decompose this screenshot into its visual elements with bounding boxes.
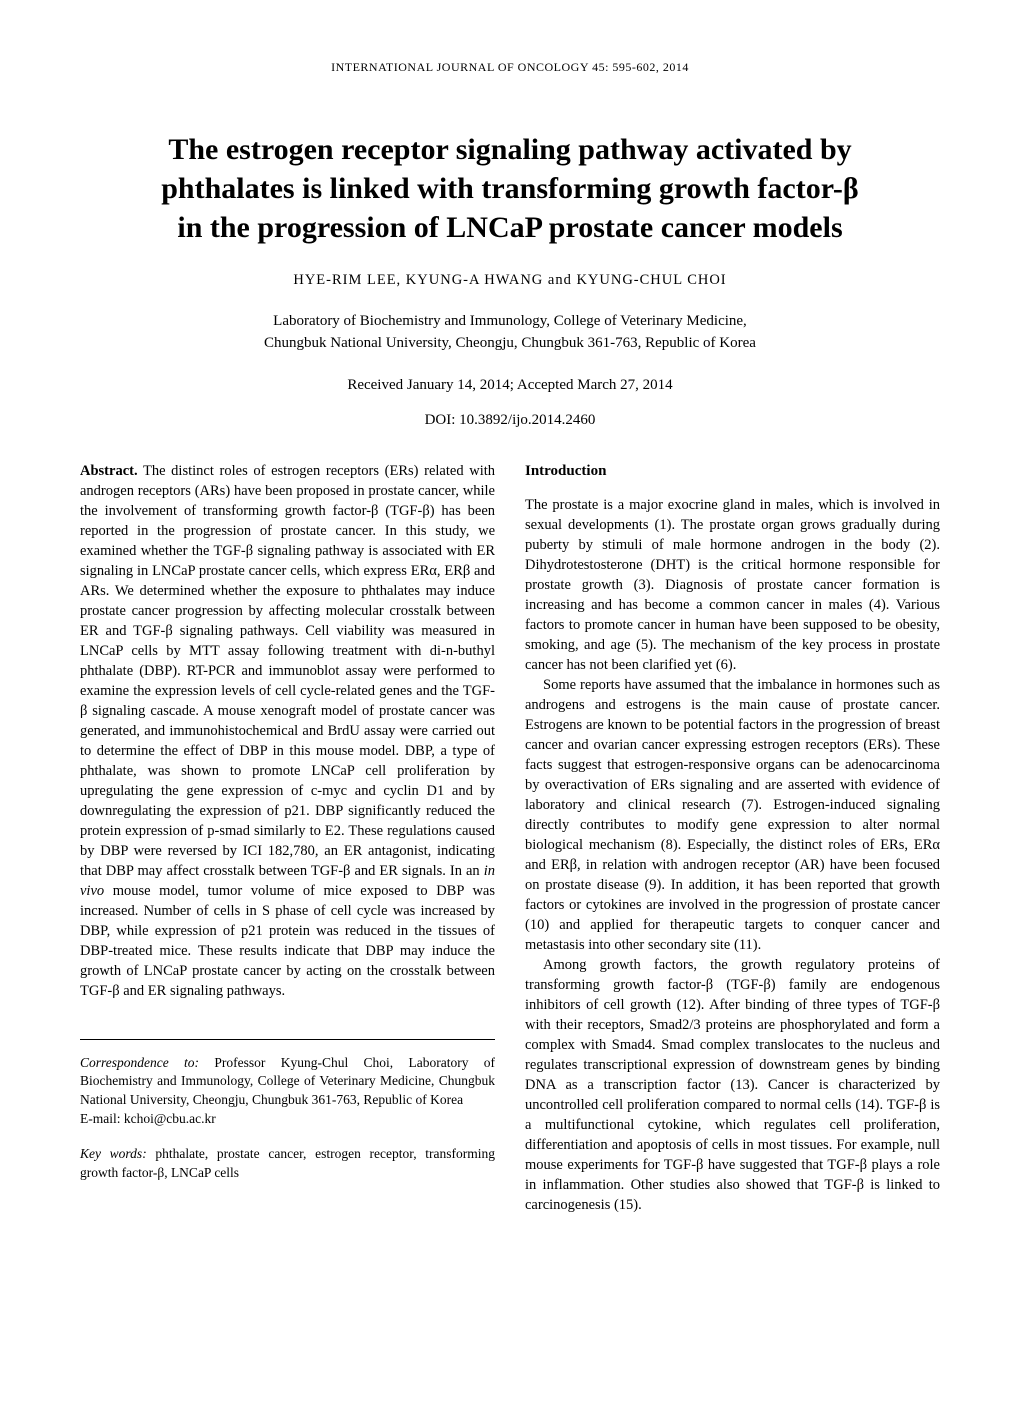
- journal-header: INTERNATIONAL JOURNAL OF ONCOLOGY 45: 59…: [80, 60, 940, 75]
- article-title: The estrogen receptor signaling pathway …: [80, 130, 940, 247]
- intro-paragraph-1: The prostate is a major exocrine gland i…: [525, 495, 940, 675]
- intro-paragraph-2: Some reports have assumed that the imbal…: [525, 675, 940, 955]
- abstract-label: Abstract.: [80, 463, 138, 479]
- keywords-block: Key words: phthalate, prostate cancer, e…: [80, 1145, 495, 1183]
- abstract-paragraph: Abstract. The distinct roles of estrogen…: [80, 461, 495, 1001]
- left-column: Abstract. The distinct roles of estrogen…: [80, 461, 495, 1216]
- title-line-1: The estrogen receptor signaling pathway …: [168, 133, 851, 166]
- title-line-2: phthalates is linked with transforming g…: [161, 172, 858, 205]
- divider: [80, 1039, 495, 1040]
- affiliation-line-2: Chungbuk National University, Cheongju, …: [264, 335, 756, 351]
- dates: Received January 14, 2014; Accepted Marc…: [80, 377, 940, 394]
- doi: DOI: 10.3892/ijo.2014.2460: [80, 412, 940, 429]
- abstract-body-2: mouse model, tumor volume of mice expose…: [80, 883, 495, 999]
- abstract-body-1: The distinct roles of estrogen receptors…: [80, 463, 495, 879]
- authors: HYE-RIM LEE, KYUNG-A HWANG and KYUNG-CHU…: [80, 272, 940, 289]
- correspondence-block: Correspondence to: Professor Kyung-Chul …: [80, 1054, 495, 1130]
- introduction-heading: Introduction: [525, 461, 940, 482]
- intro-paragraph-3: Among growth factors, the growth regulat…: [525, 955, 940, 1215]
- affiliation-line-1: Laboratory of Biochemistry and Immunolog…: [273, 313, 747, 329]
- two-column-layout: Abstract. The distinct roles of estrogen…: [80, 461, 940, 1216]
- right-column: Introduction The prostate is a major exo…: [525, 461, 940, 1216]
- correspondence-label: Correspondence to:: [80, 1055, 199, 1070]
- title-line-3: in the progression of LNCaP prostate can…: [177, 211, 842, 244]
- keywords-label: Key words:: [80, 1146, 147, 1161]
- correspondence-email: E-mail: kchoi@cbu.ac.kr: [80, 1111, 216, 1126]
- affiliation: Laboratory of Biochemistry and Immunolog…: [80, 311, 940, 355]
